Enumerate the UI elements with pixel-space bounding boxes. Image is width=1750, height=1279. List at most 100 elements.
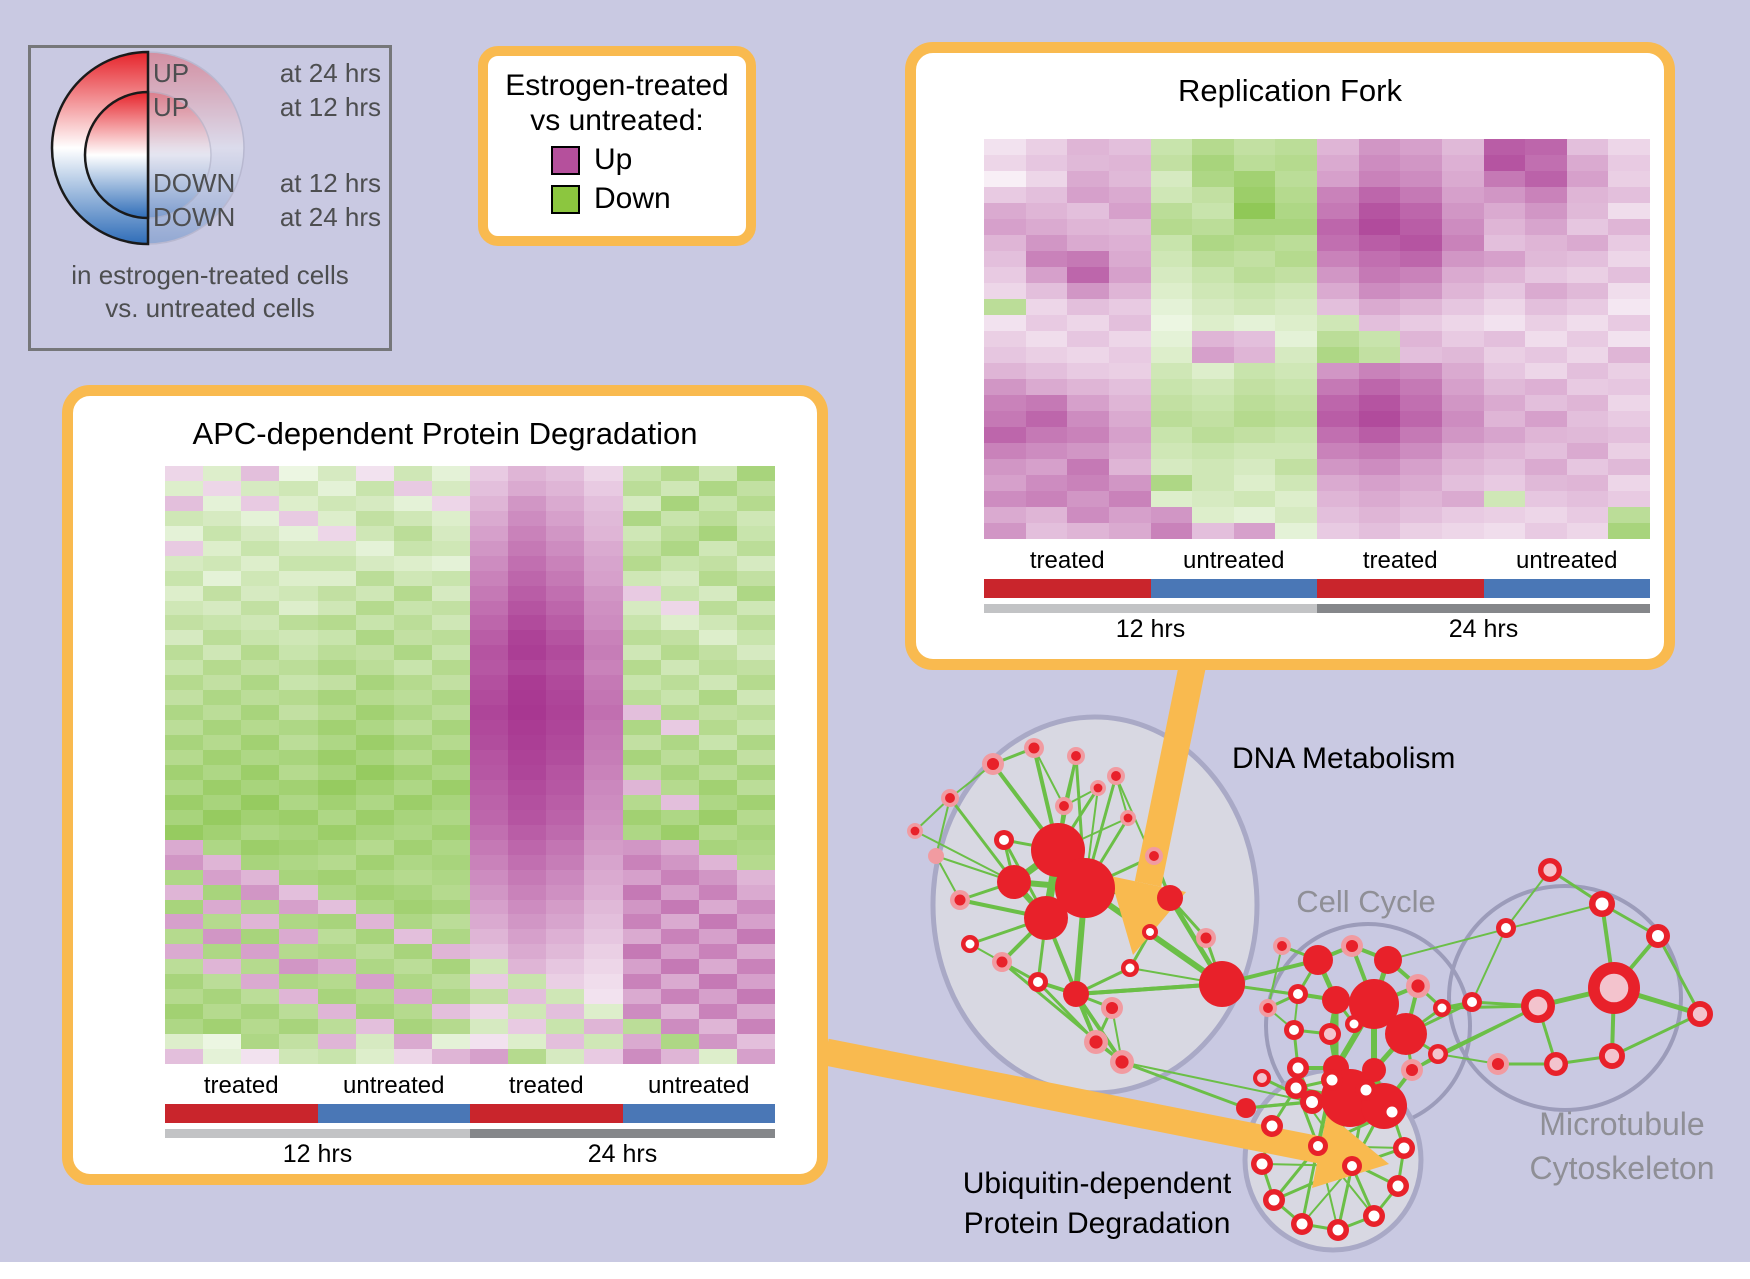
heatmap-cell bbox=[165, 585, 204, 601]
heatmap-cell bbox=[1483, 475, 1526, 491]
heatmap-cell bbox=[317, 1019, 356, 1035]
network-node-core bbox=[1296, 1218, 1308, 1230]
heatmap-cell bbox=[1566, 235, 1609, 251]
heatmap-cell bbox=[1108, 443, 1151, 459]
heatmap-cell bbox=[660, 690, 699, 706]
heatmap-cell bbox=[546, 764, 585, 780]
heatmap-cell bbox=[1067, 219, 1109, 235]
heatmap-cell bbox=[470, 899, 509, 915]
heatmap-cell bbox=[355, 944, 394, 960]
network-node bbox=[1236, 1098, 1256, 1118]
heatmap-cell bbox=[1025, 267, 1068, 283]
network-node-core bbox=[954, 894, 966, 906]
heatmap-cell bbox=[736, 555, 775, 571]
network-edge bbox=[1656, 935, 1702, 1015]
heatmap-cell bbox=[1566, 251, 1609, 267]
heatmap-cell bbox=[355, 974, 394, 990]
down-label: Down bbox=[594, 182, 671, 215]
heatmap-cell bbox=[1441, 443, 1484, 459]
network-node-core bbox=[1437, 1003, 1447, 1013]
heatmap-cell bbox=[508, 510, 547, 526]
heatmap-cell bbox=[660, 510, 699, 526]
heatmap-cell bbox=[622, 779, 661, 795]
heatmap-cell bbox=[660, 735, 699, 751]
heatmap-cell bbox=[1317, 331, 1359, 347]
heatmap-cell bbox=[241, 466, 280, 481]
heatmap-cell bbox=[393, 884, 432, 900]
heatmap-cell bbox=[1400, 395, 1442, 411]
heatmap-cell bbox=[1317, 363, 1359, 379]
heatmap-cell bbox=[317, 750, 356, 765]
heatmap-cell bbox=[1233, 331, 1276, 347]
heatmap-cell bbox=[1025, 235, 1068, 251]
heatmap-cell bbox=[279, 1049, 318, 1064]
heatmap-cell bbox=[355, 750, 394, 765]
heatmap-cell bbox=[165, 974, 204, 990]
heatmap-cell bbox=[1441, 171, 1484, 187]
heatmap-cell bbox=[317, 839, 356, 855]
heatmap-cell bbox=[203, 675, 242, 691]
heatmap-cell bbox=[1025, 251, 1068, 267]
heatmap-cell bbox=[355, 884, 394, 900]
heatmap-cell bbox=[1317, 507, 1359, 523]
network-node-core bbox=[1652, 930, 1664, 942]
heatmap-cell bbox=[431, 525, 470, 541]
network-node-core bbox=[1501, 923, 1511, 933]
heatmap-cell bbox=[1483, 379, 1526, 395]
heatmap-cell bbox=[1233, 299, 1276, 315]
heatmap-cell bbox=[317, 1034, 356, 1050]
heatmap-cell bbox=[393, 510, 432, 526]
heatmap-cell bbox=[736, 510, 775, 526]
heatmap-cell bbox=[1566, 379, 1609, 395]
network-node-core bbox=[1411, 979, 1425, 993]
heatmap-cell bbox=[1483, 347, 1526, 363]
heatmap-cell bbox=[984, 427, 1026, 443]
heatmap-cell bbox=[165, 750, 204, 765]
heatmap-cell bbox=[508, 899, 547, 915]
heatmap-cell bbox=[355, 615, 394, 631]
key-time-12: at 12 hrs bbox=[279, 92, 381, 122]
heatmap-cell bbox=[165, 690, 204, 706]
heatmap-cell bbox=[317, 959, 356, 975]
heatmap-cell bbox=[165, 854, 204, 870]
heatmap-cell bbox=[584, 959, 623, 975]
network-node-core bbox=[1028, 742, 1040, 754]
heatmap-cell bbox=[241, 480, 280, 496]
heatmap-cell bbox=[508, 555, 547, 571]
heatmap-cell bbox=[165, 720, 204, 736]
heatmap-cell bbox=[470, 944, 509, 960]
network-node-core bbox=[1549, 1057, 1563, 1071]
heatmap-cell bbox=[470, 466, 509, 481]
heatmap-cell bbox=[1483, 267, 1526, 283]
estrogen-legend-title-line1: Estrogen-treated bbox=[505, 69, 729, 102]
heatmap-cell bbox=[203, 525, 242, 541]
heatmap-cell bbox=[1317, 443, 1359, 459]
heatmap-cell bbox=[1275, 139, 1317, 155]
heatmap-cell bbox=[584, 540, 623, 556]
network-node-core bbox=[1323, 1027, 1337, 1041]
heatmap-cell bbox=[355, 480, 394, 496]
heatmap-cell bbox=[622, 466, 661, 481]
heatmap-cell bbox=[736, 824, 775, 840]
heatmap-cell bbox=[1275, 267, 1317, 283]
heatmap-cell bbox=[1483, 491, 1526, 507]
heatmap-cell bbox=[431, 989, 470, 1005]
heatmap-cell bbox=[698, 585, 737, 601]
heatmap-cell bbox=[431, 735, 470, 751]
heatmap-cell bbox=[1150, 411, 1193, 427]
heatmap-cell bbox=[546, 944, 585, 960]
heatmap-cell bbox=[1275, 187, 1317, 203]
heatmap-cell bbox=[203, 555, 242, 571]
microtubule-cytoskeleton-label: Microtubule Cytoskeleton bbox=[1492, 1102, 1750, 1190]
heatmap-cell bbox=[508, 645, 547, 661]
heatmap-cell bbox=[165, 809, 204, 825]
heatmap-cell bbox=[431, 660, 470, 676]
heatmap-cell bbox=[393, 495, 432, 511]
heatmap-cell bbox=[1608, 507, 1650, 523]
heatmap-cell bbox=[546, 525, 585, 541]
heatmap-cell bbox=[355, 959, 394, 975]
heatmap-cell bbox=[470, 1004, 509, 1020]
heatmap-cell bbox=[660, 555, 699, 571]
heatmap-cell bbox=[698, 690, 737, 706]
